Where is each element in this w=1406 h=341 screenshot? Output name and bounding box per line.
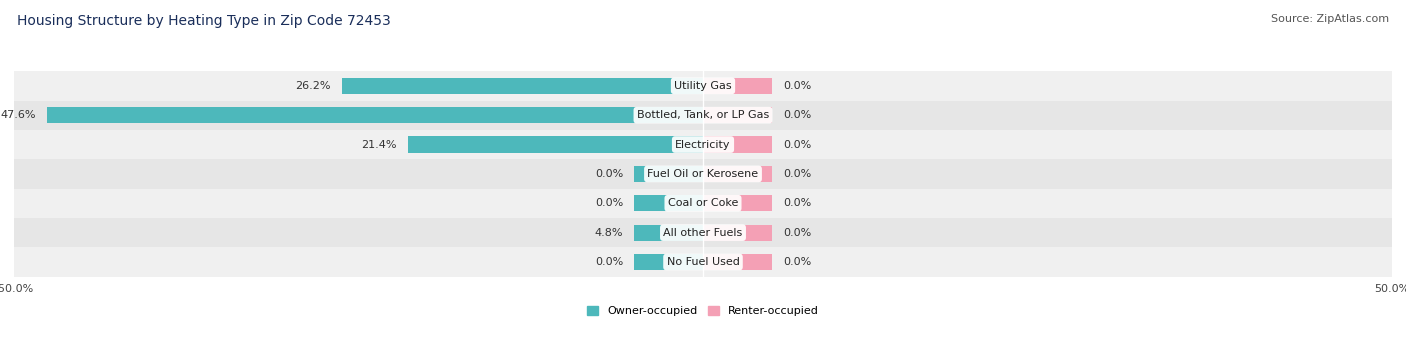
Bar <box>634 166 703 182</box>
Bar <box>703 225 772 241</box>
Text: Coal or Coke: Coal or Coke <box>668 198 738 208</box>
Bar <box>342 78 703 94</box>
Bar <box>703 195 772 211</box>
Bar <box>14 218 1392 247</box>
Bar <box>14 130 1392 159</box>
Text: 0.0%: 0.0% <box>595 257 623 267</box>
Bar <box>703 254 772 270</box>
Bar <box>634 195 703 211</box>
Text: 21.4%: 21.4% <box>361 139 396 150</box>
Text: 0.0%: 0.0% <box>595 198 623 208</box>
Text: 0.0%: 0.0% <box>783 198 811 208</box>
Bar <box>48 107 703 123</box>
Bar <box>14 71 1392 101</box>
Bar <box>14 159 1392 189</box>
Bar <box>14 247 1392 277</box>
Legend: Owner-occupied, Renter-occupied: Owner-occupied, Renter-occupied <box>582 301 824 321</box>
Text: 0.0%: 0.0% <box>783 110 811 120</box>
Bar <box>703 166 772 182</box>
Bar <box>634 254 703 270</box>
Text: 0.0%: 0.0% <box>783 139 811 150</box>
Text: 0.0%: 0.0% <box>595 169 623 179</box>
Bar <box>634 225 703 241</box>
Text: 26.2%: 26.2% <box>295 81 330 91</box>
Bar <box>14 101 1392 130</box>
Text: 47.6%: 47.6% <box>0 110 37 120</box>
Bar <box>703 136 772 153</box>
Bar <box>703 107 772 123</box>
Text: All other Fuels: All other Fuels <box>664 228 742 238</box>
Text: Source: ZipAtlas.com: Source: ZipAtlas.com <box>1271 14 1389 24</box>
Text: No Fuel Used: No Fuel Used <box>666 257 740 267</box>
Text: Electricity: Electricity <box>675 139 731 150</box>
Text: Fuel Oil or Kerosene: Fuel Oil or Kerosene <box>647 169 759 179</box>
Text: 0.0%: 0.0% <box>783 228 811 238</box>
Text: 0.0%: 0.0% <box>783 257 811 267</box>
Text: Bottled, Tank, or LP Gas: Bottled, Tank, or LP Gas <box>637 110 769 120</box>
Text: Housing Structure by Heating Type in Zip Code 72453: Housing Structure by Heating Type in Zip… <box>17 14 391 28</box>
Bar <box>408 136 703 153</box>
Bar <box>14 189 1392 218</box>
Text: 0.0%: 0.0% <box>783 81 811 91</box>
Bar <box>703 78 772 94</box>
Text: 0.0%: 0.0% <box>783 169 811 179</box>
Text: 4.8%: 4.8% <box>595 228 623 238</box>
Text: Utility Gas: Utility Gas <box>675 81 731 91</box>
